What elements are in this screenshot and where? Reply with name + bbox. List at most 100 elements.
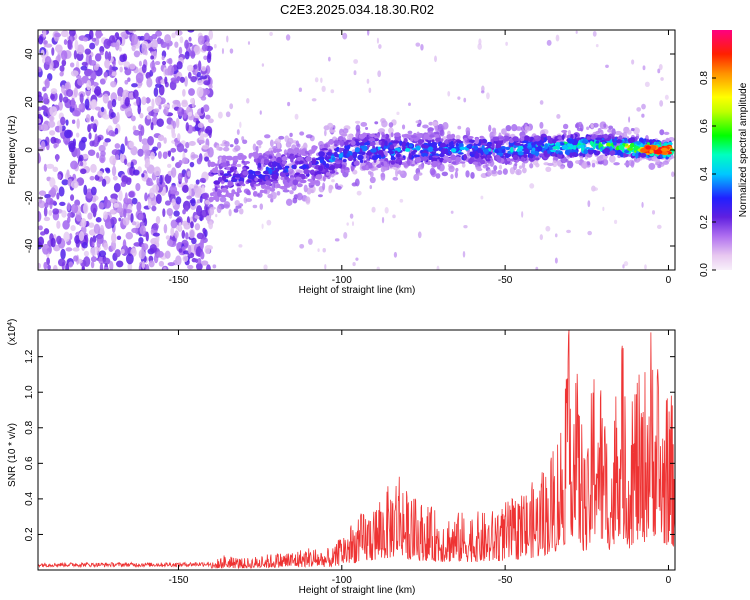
noise-blob (181, 230, 186, 239)
ridge-blob (310, 169, 315, 174)
noise-blob (91, 84, 95, 92)
noise-blob (146, 77, 153, 88)
noise-blob (99, 262, 104, 270)
noise-blob (50, 187, 57, 198)
ridge-blob (413, 154, 420, 158)
ridge-blob (231, 189, 236, 195)
ridge-blob (390, 155, 395, 159)
ridge-halo (596, 156, 603, 162)
noise-blob (378, 44, 382, 49)
noise-blob (157, 150, 162, 159)
noise-blob (182, 209, 186, 215)
noise-blob (56, 220, 61, 229)
noise-blob (39, 196, 43, 204)
noise-blob (115, 154, 120, 161)
noise-blob (144, 97, 151, 104)
ridge-halo (518, 165, 523, 169)
noise-blob (554, 233, 558, 238)
ridge-blob (415, 157, 421, 163)
noise-blob (71, 119, 76, 124)
noise-blob (99, 154, 106, 164)
noise-blob (172, 99, 181, 105)
ridge-halo (491, 169, 497, 175)
noise-blob (70, 70, 79, 77)
noise-blob (111, 165, 117, 177)
noise-blob (154, 96, 162, 104)
ridge-blob (558, 152, 563, 155)
ridge-halo (222, 146, 230, 152)
noise-blob (111, 71, 117, 77)
ridge-blob (546, 135, 551, 141)
noise-blob (179, 76, 185, 83)
noise-blob (139, 225, 146, 235)
ridge-blob (374, 138, 379, 142)
ridge-blob (233, 160, 237, 165)
ridge-halo (381, 120, 388, 128)
ridge-blob (639, 153, 647, 158)
noise-blob (664, 94, 669, 100)
ridge-blob (253, 158, 258, 163)
ridge-blob (259, 189, 264, 194)
noise-blob (205, 114, 211, 120)
noise-blob (317, 248, 320, 253)
noise-blob (116, 260, 124, 268)
ridge-halo (360, 121, 368, 127)
ridge-halo (352, 169, 358, 175)
noise-blob (43, 40, 48, 45)
ridge-blob (595, 140, 600, 144)
noise-blob (381, 216, 385, 224)
noise-blob (90, 163, 97, 173)
ridge-halo (407, 130, 413, 135)
ridge-blob (408, 144, 413, 148)
noise-blob (110, 240, 117, 251)
noise-blob (215, 213, 218, 218)
noise-blob (505, 41, 508, 46)
ridge-blob (284, 182, 290, 188)
noise-blob (153, 166, 161, 177)
noise-blob (46, 257, 50, 266)
noise-blob (658, 64, 663, 71)
noise-blob (147, 135, 154, 146)
noise-blob (182, 250, 190, 255)
ridge-halo (581, 161, 588, 169)
noise-blob (208, 30, 214, 40)
ridge-blob (262, 170, 270, 175)
noise-blob (671, 171, 675, 178)
ridge-blob (557, 136, 562, 140)
ridge-blob (357, 154, 364, 161)
noise-blob (591, 159, 597, 165)
noise-blob (112, 175, 118, 181)
ridge-halo (652, 158, 660, 162)
noise-blob (61, 84, 65, 94)
ridge-blob (333, 140, 340, 145)
ridge-blob (308, 161, 313, 168)
noise-blob (213, 44, 217, 49)
ridge-blob (375, 154, 382, 159)
colorbar: 0.0 0.2 0.4 0.6 0.8 Normalized spectral ampl… (699, 30, 749, 277)
ridge-blob (303, 168, 310, 175)
noise-blob (124, 68, 132, 76)
ridge-blob (512, 154, 519, 161)
ridge-halo (369, 171, 374, 178)
noise-blob (434, 55, 437, 63)
noise-blob (59, 93, 63, 103)
noise-blob (200, 251, 205, 260)
noise-blob (415, 42, 421, 47)
noise-blob (239, 121, 242, 128)
noise-blob (593, 187, 598, 191)
noise-blob (173, 210, 180, 217)
ridge-blob (634, 152, 639, 159)
ridge-blob (227, 170, 232, 174)
ridge-blob (315, 174, 323, 180)
noise-blob (201, 144, 210, 150)
noise-blob (183, 148, 188, 153)
noise-blob (417, 231, 422, 239)
noise-blob (89, 175, 95, 181)
spectrogram-ticks: -150 -100 -50 0 -40 -20 0 20 40 (24, 30, 675, 286)
noise-blob (135, 182, 141, 192)
noise-blob (92, 235, 97, 243)
noise-blob (151, 98, 155, 109)
ridge-blob (444, 139, 449, 145)
noise-blob (153, 112, 157, 119)
noise-blob (217, 111, 223, 119)
